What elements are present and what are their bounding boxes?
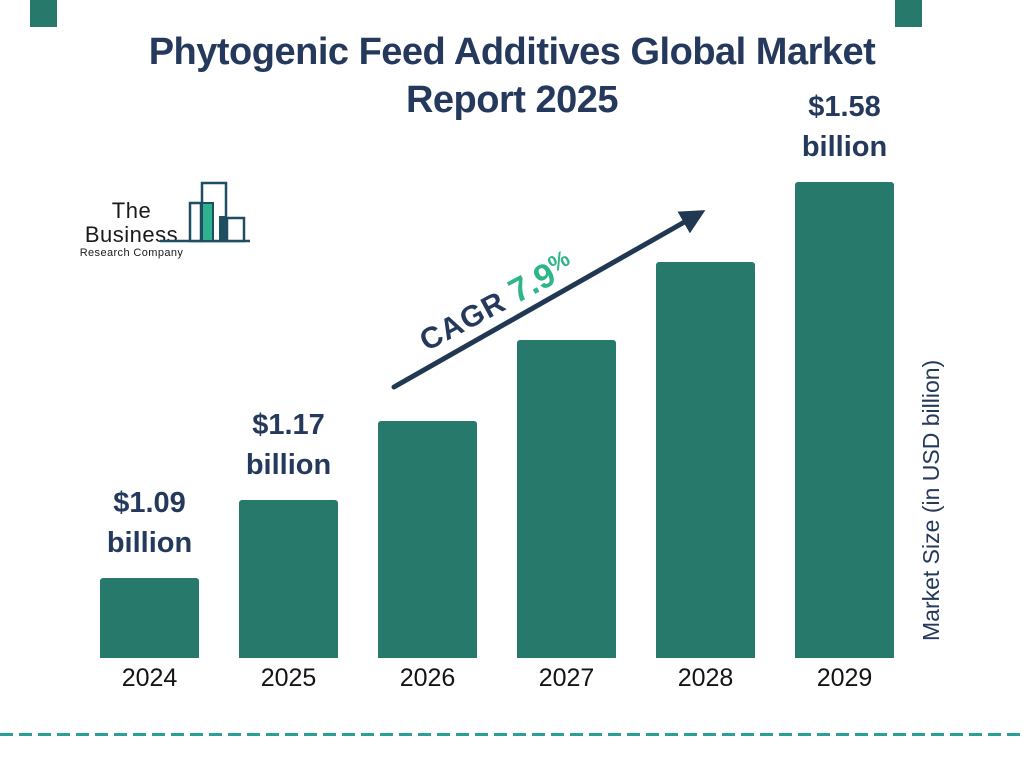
bar-2029: [795, 182, 894, 658]
x-tick-2025: 2025: [260, 664, 317, 692]
bar-2027: [517, 340, 616, 658]
x-tick-2024: 2024: [121, 664, 178, 692]
x-tick-2027: 2027: [538, 664, 595, 692]
bar-2025: [239, 500, 338, 658]
value-label-2025: $1.17 billion: [245, 409, 332, 481]
x-tick-2026: 2026: [399, 664, 456, 692]
company-logo-text: The Business Research Company: [64, 199, 199, 260]
x-tick-2028: 2028: [677, 664, 734, 692]
logo-bars-icon: [160, 181, 250, 243]
y-axis-label: Market Size (in USD billion): [918, 359, 944, 641]
logo-subname: Research Company: [79, 247, 184, 259]
bar-2028: [656, 262, 755, 658]
bar-2024: [100, 578, 199, 658]
page-title: Phytogenic Feed Additives Global Market R…: [0, 28, 1024, 124]
title-line2: Report 2025: [405, 79, 619, 121]
corner-accent-left: [30, 0, 57, 27]
value-label-2029: $1.58 billion: [801, 91, 888, 163]
company-logo: The Business Research Company: [60, 163, 290, 259]
bottom-divider: [0, 733, 1024, 736]
logo-name: The Business: [84, 198, 179, 247]
value-label-2024: $1.09 billion: [106, 487, 193, 559]
bar-2026: [378, 421, 477, 658]
corner-accent-right: [895, 0, 922, 27]
title-line1: Phytogenic Feed Additives Global Market: [148, 31, 876, 73]
x-tick-2029: 2029: [816, 664, 873, 692]
